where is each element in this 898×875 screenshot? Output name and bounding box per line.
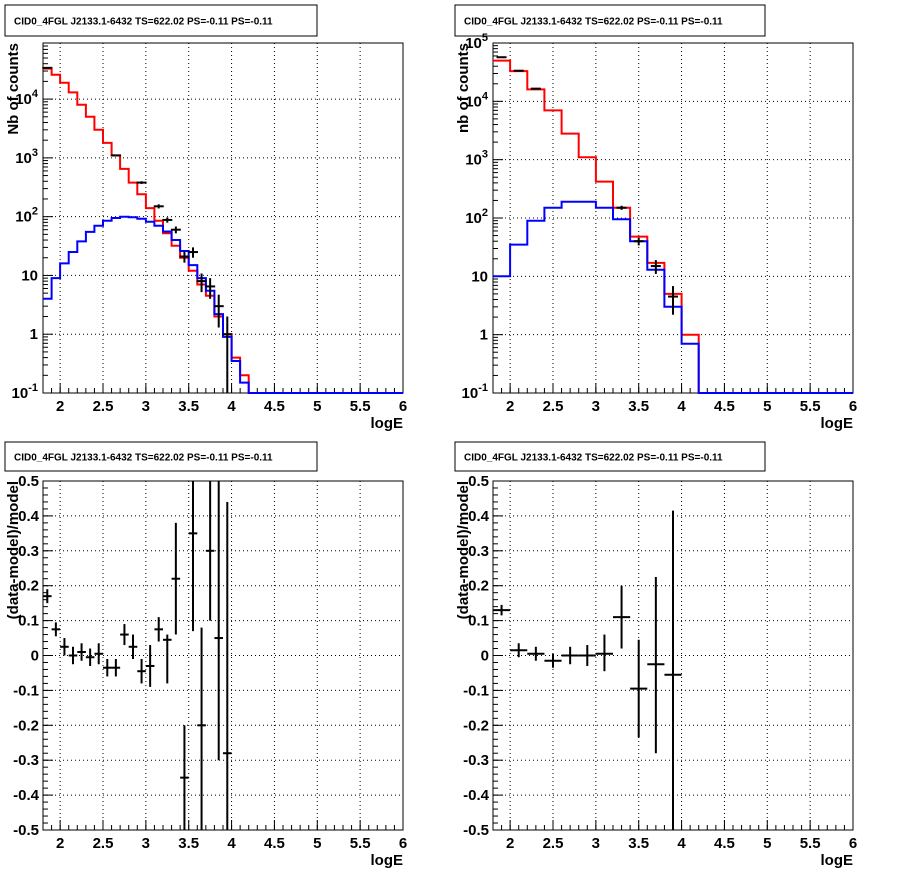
y-tick-label: 1 — [30, 326, 38, 343]
y-tick-label: -0.5 — [463, 822, 489, 839]
x-tick-label: 3.5 — [178, 835, 199, 852]
y-tick-label: 0.2 — [468, 578, 489, 595]
model-histogram-blue — [493, 200, 853, 394]
plot-frame — [42, 42, 404, 394]
y-tick-label: -0.3 — [13, 752, 39, 769]
chart-title: CID0_4FGL J2133.1-6432 TS=622.02 PS=-0.1… — [14, 453, 273, 464]
y-tick-label: 10-1 — [462, 382, 488, 402]
x-tick-label: 2 — [506, 398, 514, 415]
y-tick-label: -0.4 — [463, 787, 490, 804]
x-tick-label: 5.5 — [350, 835, 371, 852]
y-tick-label: 0 — [31, 648, 39, 665]
y-tick-label: 0.3 — [468, 543, 489, 560]
x-tick-label: 3 — [592, 835, 600, 852]
x-tick-label: 5.5 — [800, 835, 821, 852]
y-tick-label: 102 — [15, 206, 38, 226]
y-tick-label: -0.3 — [463, 752, 489, 769]
y-tick-label: 0.1 — [18, 613, 39, 630]
x-tick-label: 2 — [56, 835, 64, 852]
y-tick-label: -0.4 — [13, 787, 40, 804]
model-histogram-red — [43, 67, 403, 394]
x-axis-label: logE — [371, 415, 404, 432]
y-tick-label: 1 — [480, 327, 488, 344]
y-tick-label: 102 — [465, 207, 488, 227]
y-tick-label: -0.1 — [13, 682, 39, 699]
x-tick-label: 4 — [677, 835, 686, 852]
y-tick-label: 0.4 — [468, 508, 490, 525]
x-tick-label: 2.5 — [543, 398, 564, 415]
x-tick-label: 3.5 — [628, 835, 649, 852]
x-tick-label: 2.5 — [93, 398, 114, 415]
y-axis-label: nb of counts — [455, 43, 472, 133]
x-tick-label: 3.5 — [628, 398, 649, 415]
model-histogram-blue — [43, 215, 403, 394]
x-tick-label: 4.5 — [264, 835, 285, 852]
y-tick-label: 10 — [471, 268, 488, 285]
chart-title-box — [454, 441, 766, 472]
y-tick-label: 0.3 — [18, 543, 39, 560]
x-tick-label: 4 — [677, 398, 686, 415]
x-tick-label: 2 — [506, 835, 514, 852]
x-axis-label: logE — [821, 852, 854, 869]
x-tick-label: 6 — [399, 398, 407, 415]
chart-panel-1: CID0_4FGL J2133.1-6432 TS=622.02 PS=-0.1… — [4, 4, 407, 432]
x-tick-label: 5.5 — [350, 398, 371, 415]
x-tick-label: 2.5 — [543, 835, 564, 852]
chart-panel-3: CID0_4FGL J2133.1-6432 TS=622.02 PS=-0.1… — [4, 441, 407, 869]
x-tick-label: 4.5 — [714, 835, 735, 852]
chart-panel-4: CID0_4FGL J2133.1-6432 TS=622.02 PS=-0.1… — [454, 441, 857, 869]
y-tick-label: 0.2 — [18, 578, 39, 595]
y-tick-label: 10-1 — [12, 382, 38, 402]
x-tick-label: 5 — [313, 398, 321, 415]
y-tick-label: 10 — [21, 267, 38, 284]
y-tick-label: -0.2 — [463, 717, 489, 734]
x-tick-label: 4 — [227, 398, 236, 415]
model-histogram-red — [493, 59, 853, 394]
x-tick-label: 3.5 — [178, 398, 199, 415]
y-tick-label: -0.2 — [13, 717, 39, 734]
y-tick-label: -0.1 — [463, 682, 489, 699]
x-tick-label: 4.5 — [714, 398, 735, 415]
x-tick-label: 5.5 — [800, 398, 821, 415]
y-axis-label: (data-model)/model — [455, 481, 472, 619]
chart-title: CID0_4FGL J2133.1-6432 TS=622.02 PS=-0.1… — [464, 453, 723, 464]
chart-title-box — [4, 4, 318, 37]
x-tick-label: 5 — [313, 835, 321, 852]
x-tick-label: 3 — [592, 398, 600, 415]
chart-title: CID0_4FGL J2133.1-6432 TS=622.02 PS=-0.1… — [14, 17, 273, 28]
y-axis-label: (data-model)/model — [5, 481, 22, 619]
x-tick-label: 6 — [849, 835, 857, 852]
y-tick-label: 0.1 — [468, 613, 489, 630]
y-tick-label: 0 — [481, 648, 489, 665]
x-tick-label: 5 — [763, 835, 771, 852]
y-axis-label: Nb of counts — [5, 43, 22, 135]
x-tick-label: 2 — [56, 398, 64, 415]
chart-title: CID0_4FGL J2133.1-6432 TS=622.02 PS=-0.1… — [464, 17, 723, 28]
x-tick-label: 6 — [849, 398, 857, 415]
x-axis-label: logE — [371, 852, 404, 869]
x-tick-label: 4 — [227, 835, 236, 852]
x-tick-label: 4.5 — [264, 398, 285, 415]
x-tick-label: 6 — [399, 835, 407, 852]
x-tick-label: 5 — [763, 398, 771, 415]
y-tick-label: 0.4 — [18, 508, 40, 525]
y-tick-label: 103 — [465, 149, 488, 169]
chart-panel-2: CID0_4FGL J2133.1-6432 TS=622.02 PS=-0.1… — [454, 4, 857, 432]
y-tick-label: 0.5 — [18, 473, 39, 490]
x-tick-label: 3 — [142, 398, 150, 415]
y-tick-label: -0.5 — [13, 822, 39, 839]
chart-title-box — [454, 4, 766, 37]
x-axis-label: logE — [821, 415, 854, 432]
x-tick-label: 3 — [142, 835, 150, 852]
y-tick-label: 103 — [15, 147, 38, 167]
y-tick-label: 0.5 — [468, 473, 489, 490]
x-tick-label: 2.5 — [93, 835, 114, 852]
chart-title-box — [4, 441, 318, 472]
